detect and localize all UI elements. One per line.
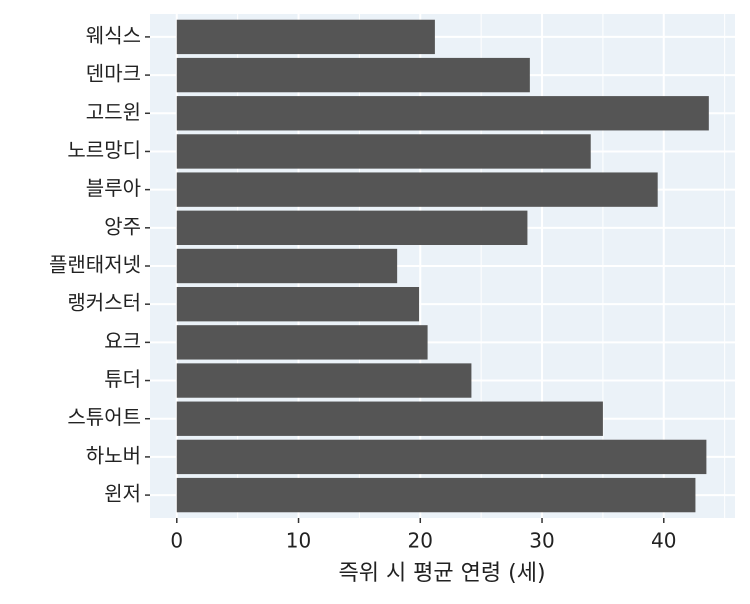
- x-tick-label: 30: [529, 529, 554, 553]
- y-tick-label: 요크: [104, 329, 141, 353]
- bar: [176, 325, 428, 360]
- bar: [176, 439, 707, 475]
- bar: [176, 134, 591, 169]
- y-tick-label: 튜더: [104, 367, 141, 391]
- bar: [176, 96, 709, 131]
- bar: [176, 19, 435, 55]
- y-tick-label: 윈저: [104, 482, 141, 506]
- y-tick-label: 웨식스: [86, 23, 141, 47]
- y-tick-label: 덴마크: [86, 62, 141, 86]
- bar: [176, 363, 472, 398]
- x-tick-label: 40: [651, 529, 676, 553]
- bar: [176, 477, 696, 513]
- bar: [176, 287, 420, 322]
- bar: [176, 172, 658, 207]
- bar: [176, 210, 528, 245]
- x-tick-label: 20: [408, 529, 433, 553]
- x-tick-label: 10: [286, 529, 311, 553]
- y-tick-label: 하노버: [86, 443, 141, 467]
- y-tick-label: 블루아: [86, 176, 141, 200]
- bar: [176, 57, 530, 93]
- y-tick-label: 노르망디: [67, 138, 141, 162]
- y-tick-label: 플랜태저넷: [49, 253, 141, 277]
- bar: [176, 248, 398, 284]
- y-tick-label: 랭커스터: [67, 291, 141, 315]
- y-tick-label: 고드윈: [86, 100, 141, 124]
- x-axis-title: 즉위 시 평균 연령 (세): [338, 561, 545, 586]
- y-tick-label: 스튜어트: [67, 405, 141, 429]
- bar: [176, 401, 603, 436]
- x-tick-label: 0: [170, 529, 183, 553]
- y-tick-label: 앙주: [104, 214, 141, 238]
